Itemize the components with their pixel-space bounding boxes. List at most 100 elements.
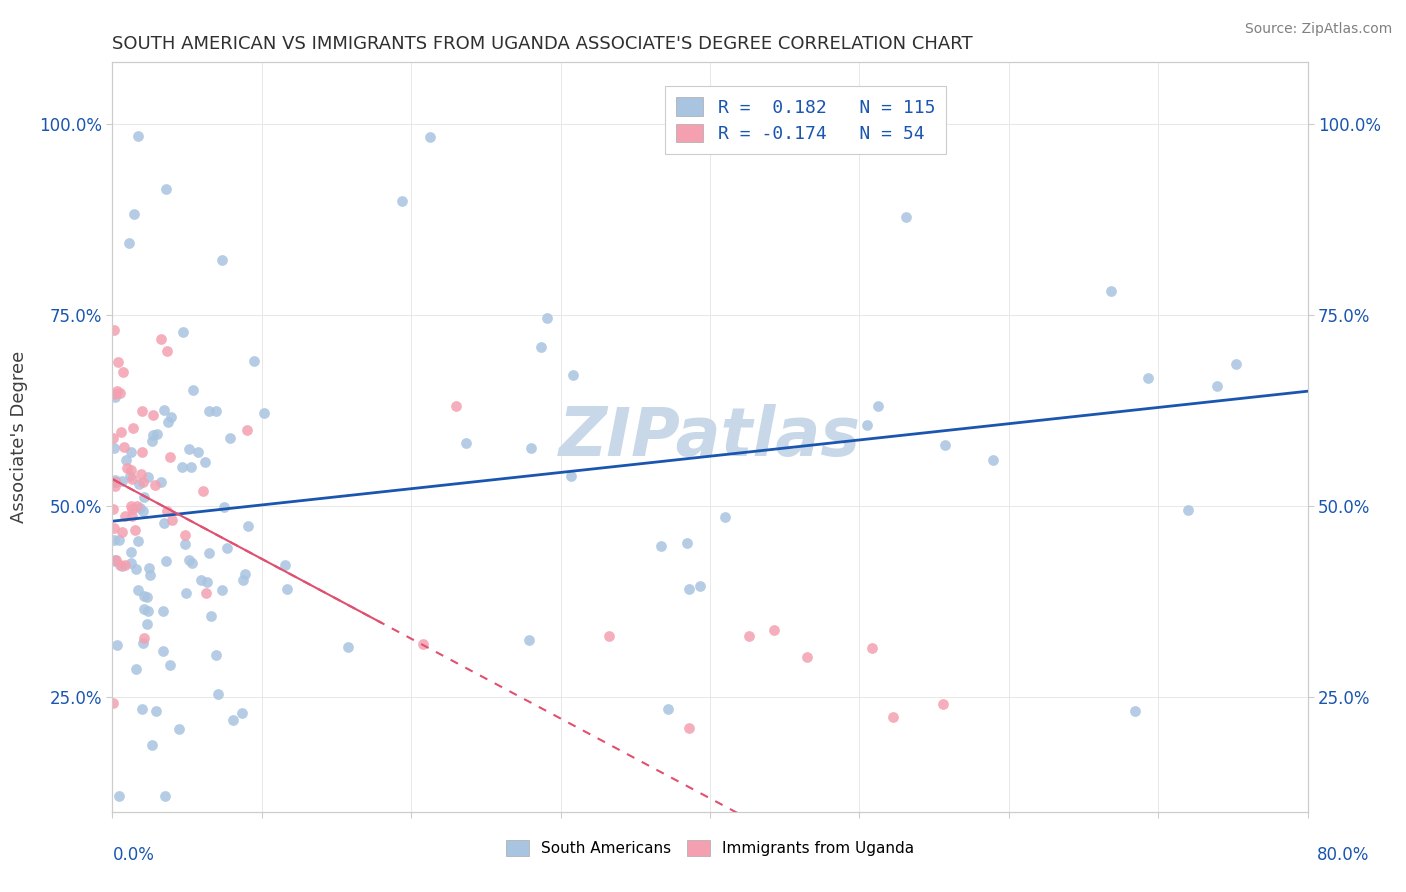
Point (211, 253, 233, 268)
Point (129, 467, 152, 481)
Point (194, 455, 217, 469)
Point (105, 475, 128, 489)
Point (141, 739, 163, 753)
Point (156, 344, 179, 359)
Point (104, 479, 127, 493)
Point (391, 194, 413, 208)
Point (101, 501, 124, 516)
Point (112, 440, 135, 454)
Point (152, 604, 174, 618)
Point (1225, 357, 1247, 371)
Point (657, 702, 679, 716)
Point (104, 390, 127, 404)
Point (454, 436, 477, 450)
Point (141, 434, 163, 448)
Point (253, 406, 276, 420)
Point (235, 423, 257, 437)
Point (276, 582, 298, 596)
Point (231, 706, 253, 720)
Point (121, 472, 143, 486)
Point (104, 475, 127, 489)
Point (103, 441, 125, 455)
Point (1099, 285, 1122, 299)
Point (110, 524, 132, 539)
Point (882, 710, 904, 724)
Point (981, 452, 1004, 467)
Point (444, 399, 467, 413)
Point (125, 500, 148, 514)
Point (197, 545, 219, 559)
Point (143, 478, 166, 492)
Point (560, 468, 582, 483)
Point (120, 544, 142, 558)
Point (598, 629, 620, 643)
Point (128, 476, 150, 491)
Legend: South Americans, Immigrants from Uganda: South Americans, Immigrants from Uganda (499, 833, 921, 864)
Point (179, 442, 201, 456)
Point (152, 644, 174, 658)
Point (155, 182, 177, 196)
Point (159, 657, 181, 672)
Point (156, 504, 179, 518)
Point (132, 636, 155, 650)
Point (132, 631, 155, 645)
Point (517, 633, 540, 648)
Point (173, 537, 195, 551)
Point (139, 567, 162, 582)
Point (149, 332, 172, 346)
Point (274, 558, 297, 573)
Point (215, 541, 238, 556)
Point (866, 399, 889, 413)
Point (134, 601, 156, 615)
Point (132, 475, 155, 489)
Point (763, 623, 786, 637)
Point (212, 500, 235, 514)
Point (179, 553, 201, 567)
Text: SOUTH AMERICAN VS IMMIGRANTS FROM UGANDA ASSOCIATE'S DEGREE CORRELATION CHART: SOUTH AMERICAN VS IMMIGRANTS FROM UGANDA… (112, 35, 973, 53)
Point (934, 438, 956, 452)
Point (796, 649, 818, 664)
Point (155, 554, 177, 568)
Point (157, 415, 180, 429)
Point (193, 483, 215, 498)
Point (108, 558, 131, 573)
Point (122, 421, 145, 435)
Point (207, 687, 229, 701)
Point (860, 641, 883, 656)
Point (211, 582, 233, 597)
Point (104, 553, 127, 567)
Point (1123, 704, 1146, 718)
Point (205, 648, 228, 662)
Point (200, 609, 222, 624)
Point (120, 499, 142, 513)
Point (124, 662, 146, 676)
Point (181, 383, 204, 397)
Point (108, 385, 131, 400)
Point (120, 556, 142, 570)
Point (135, 590, 157, 604)
Point (114, 558, 136, 572)
Point (104, 554, 127, 568)
Point (650, 539, 672, 553)
Text: ZIPatlas: ZIPatlas (560, 404, 860, 470)
Point (187, 444, 209, 458)
Point (108, 533, 131, 547)
Point (232, 573, 254, 587)
Point (105, 553, 128, 567)
Point (138, 561, 160, 575)
Point (117, 461, 139, 475)
Text: 80.0%: 80.0% (1316, 846, 1369, 863)
Point (145, 704, 167, 718)
Point (243, 354, 266, 368)
Point (124, 207, 146, 221)
Point (105, 384, 128, 398)
Point (180, 460, 202, 475)
Point (149, 475, 172, 490)
Point (419, 130, 441, 145)
Point (107, 355, 129, 369)
Point (104, 473, 127, 487)
Point (1177, 503, 1199, 517)
Point (737, 629, 759, 643)
Y-axis label: Associate's Degree: Associate's Degree (10, 351, 28, 524)
Point (121, 508, 143, 523)
